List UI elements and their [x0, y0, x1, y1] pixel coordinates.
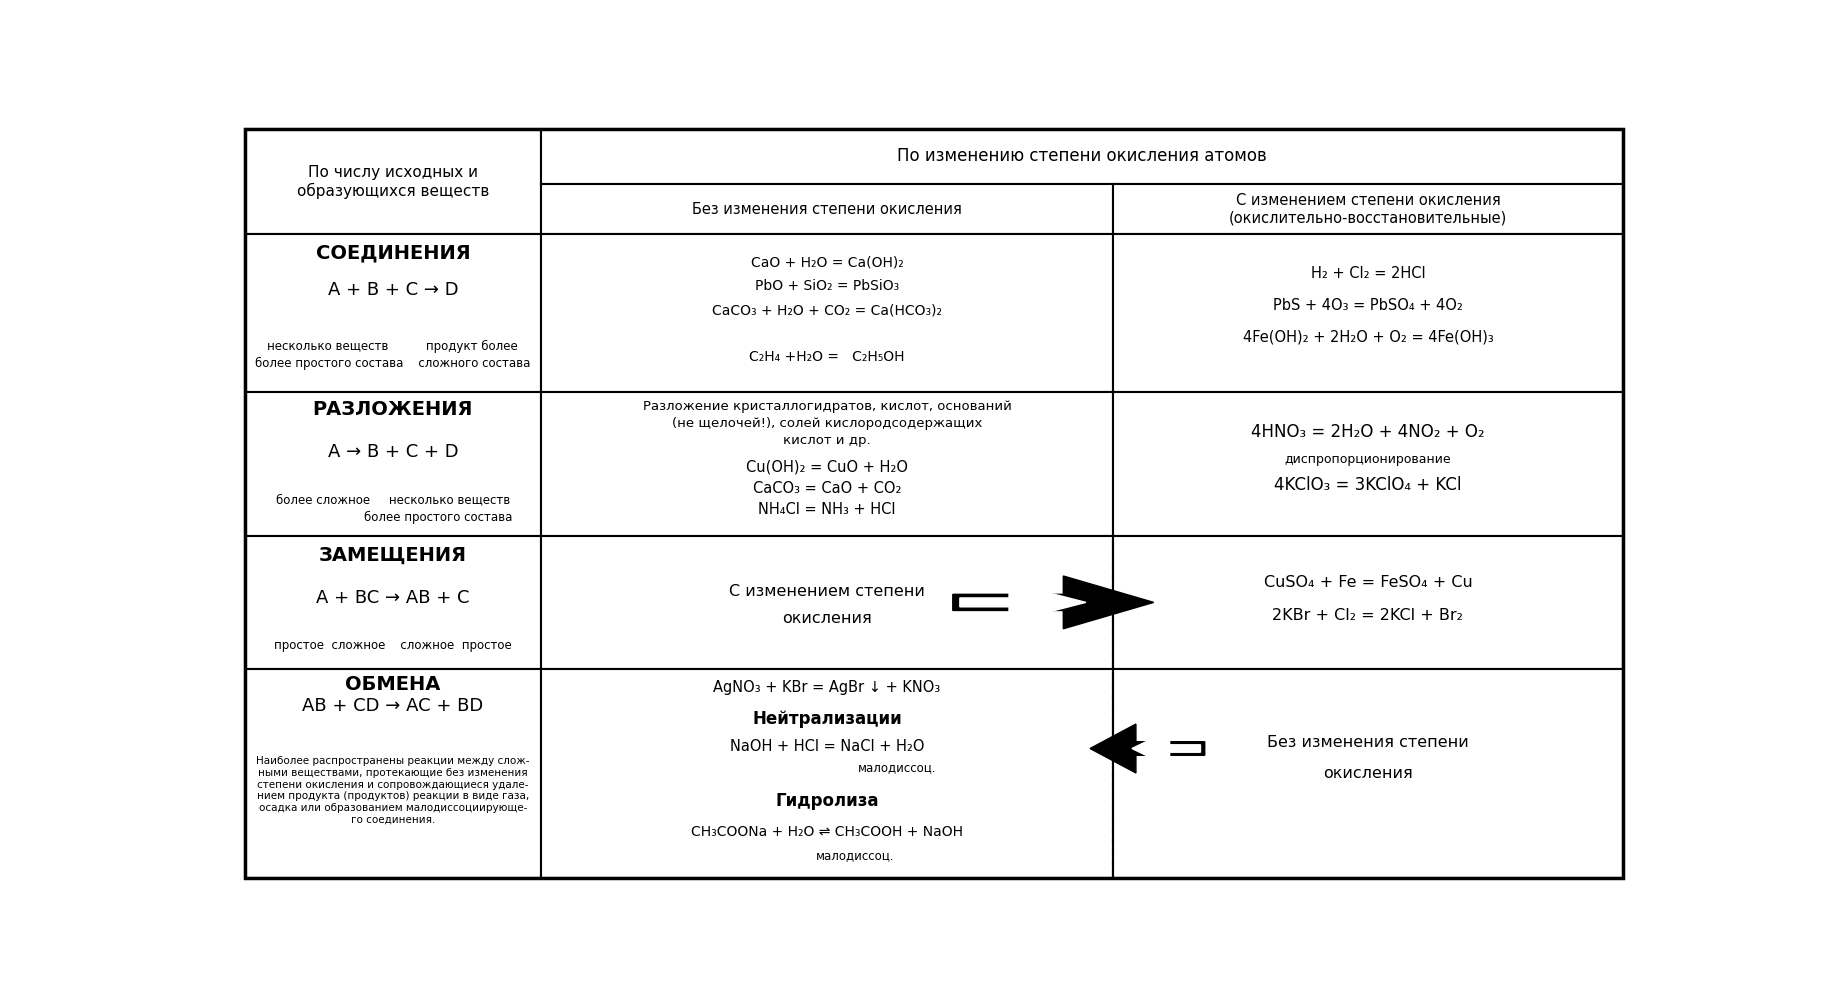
- Text: Нейтрализации: Нейтрализации: [752, 710, 902, 728]
- Text: несколько веществ          продукт более: несколько веществ продукт более: [268, 340, 517, 353]
- Text: (не щелочей!), солей кислородсодержащих: (не щелочей!), солей кислородсодержащих: [672, 417, 982, 430]
- Text: Без изменения степени окисления: Без изменения степени окисления: [692, 201, 962, 216]
- FancyArrow shape: [960, 582, 1086, 622]
- Text: ЗАМЕЩЕНИЯ: ЗАМЕЩЕНИЯ: [319, 546, 466, 565]
- Bar: [541, 535, 1113, 669]
- Text: CuSO₄ + Fe = FeSO₄ + Cu: CuSO₄ + Fe = FeSO₄ + Cu: [1263, 575, 1472, 590]
- Bar: [244, 535, 541, 669]
- Bar: [541, 234, 1113, 392]
- Text: окисления: окисления: [1323, 766, 1412, 781]
- Text: простое  сложное    сложное  простое: простое сложное сложное простое: [273, 638, 512, 652]
- Bar: [1113, 392, 1623, 535]
- Text: более сложное     несколько веществ: более сложное несколько веществ: [275, 494, 510, 506]
- Text: 4HNO₃ = 2H₂O + 4NO₂ + O₂: 4HNO₃ = 2H₂O + 4NO₂ + O₂: [1252, 423, 1485, 441]
- Text: NaOH + HCl = NaCl + H₂O: NaOH + HCl = NaCl + H₂O: [731, 739, 924, 754]
- Bar: [1113, 669, 1623, 878]
- Text: Без изменения степени: Без изменения степени: [1266, 735, 1469, 750]
- Text: окисления: окисления: [782, 611, 873, 626]
- Bar: [244, 392, 541, 535]
- Text: 4KClO₃ = 3KClO₄ + KCl: 4KClO₃ = 3KClO₄ + KCl: [1274, 477, 1461, 495]
- Text: более простого состава    сложного состава: более простого состава сложного состава: [255, 357, 530, 370]
- Text: AB + CD → AC + BD: AB + CD → AC + BD: [302, 697, 483, 715]
- Text: 4Fe(OH)₂ + 2H₂O + O₂ = 4Fe(OH)₃: 4Fe(OH)₂ + 2H₂O + O₂ = 4Fe(OH)₃: [1243, 329, 1494, 344]
- Text: PbS + 4O₃ = PbSO₄ + 4O₂: PbS + 4O₃ = PbSO₄ + 4O₂: [1274, 298, 1463, 313]
- Bar: [541, 183, 1113, 234]
- Text: CaCO₃ + H₂O + CO₂ = Ca(HCO₃)₂: CaCO₃ + H₂O + CO₂ = Ca(HCO₃)₂: [712, 303, 942, 317]
- Text: CaO + H₂O = Ca(OH)₂: CaO + H₂O = Ca(OH)₂: [751, 256, 904, 270]
- Text: CaCO₃ = CaO + CO₂: CaCO₃ = CaO + CO₂: [752, 481, 902, 496]
- Bar: [541, 669, 1113, 878]
- Text: Гидролиза: Гидролиза: [774, 792, 878, 810]
- Text: ОБМЕНА: ОБМЕНА: [344, 675, 441, 694]
- Text: NH₄Cl = NH₃ + HCl: NH₄Cl = NH₃ + HCl: [758, 502, 896, 517]
- Bar: [244, 669, 541, 878]
- FancyArrow shape: [1090, 724, 1204, 773]
- Text: A + B + C → D: A + B + C → D: [328, 280, 457, 298]
- FancyArrow shape: [953, 576, 1153, 629]
- Text: C₂H₄ +H₂O =   C₂H₅OH: C₂H₄ +H₂O = C₂H₅OH: [749, 350, 906, 364]
- Text: По числу исходных и
образующихся веществ: По числу исходных и образующихся веществ: [297, 165, 488, 198]
- Text: По изменению степени окисления атомов: По изменению степени окисления атомов: [896, 148, 1266, 166]
- Text: Cu(OH)₂ = CuO + H₂O: Cu(OH)₂ = CuO + H₂O: [745, 460, 907, 475]
- Bar: [541, 129, 1623, 183]
- Bar: [244, 234, 541, 392]
- Text: CH₃COONa + H₂O ⇌ CH₃COOH + NaOH: CH₃COONa + H₂O ⇌ CH₃COOH + NaOH: [691, 826, 964, 839]
- Text: AgNO₃ + KBr = AgBr ↓ + KNO₃: AgNO₃ + KBr = AgBr ↓ + KNO₃: [714, 680, 940, 695]
- Bar: [244, 129, 541, 234]
- Text: A + BC → AB + C: A + BC → AB + C: [315, 589, 470, 607]
- Text: С изменением степени окисления
(окислительно-восстановительные): С изменением степени окисления (окислите…: [1228, 192, 1507, 225]
- FancyArrow shape: [1131, 730, 1201, 767]
- Text: малодиссоц.: малодиссоц.: [858, 761, 937, 774]
- Text: H₂ + Cl₂ = 2HCl: H₂ + Cl₂ = 2HCl: [1310, 266, 1425, 281]
- Text: кислот и др.: кислот и др.: [783, 435, 871, 448]
- Text: A → B + C + D: A → B + C + D: [328, 444, 457, 462]
- Text: РАЗЛОЖЕНИЯ: РАЗЛОЖЕНИЯ: [313, 400, 474, 419]
- Bar: [541, 392, 1113, 535]
- Bar: [1113, 535, 1623, 669]
- Text: 2KBr + Cl₂ = 2KCl + Br₂: 2KBr + Cl₂ = 2KCl + Br₂: [1272, 608, 1463, 623]
- Text: СОЕДИНЕНИЯ: СОЕДИНЕНИЯ: [315, 244, 470, 263]
- Text: PbO + SiO₂ = PbSiO₃: PbO + SiO₂ = PbSiO₃: [754, 279, 898, 293]
- Text: Наиболее распространены реакции между слож-
ными веществами, протекающие без изм: Наиболее распространены реакции между сл…: [257, 757, 530, 825]
- Text: более простого состава: более простого состава: [273, 510, 512, 523]
- Text: Разложение кристаллогидратов, кислот, оснований: Разложение кристаллогидратов, кислот, ос…: [643, 400, 1011, 413]
- Text: С изменением степени: С изменением степени: [729, 584, 926, 599]
- Text: диспропорционирование: диспропорционирование: [1285, 453, 1450, 466]
- Text: малодиссоц.: малодиссоц.: [816, 848, 895, 861]
- Bar: [1113, 234, 1623, 392]
- Bar: [1113, 183, 1623, 234]
